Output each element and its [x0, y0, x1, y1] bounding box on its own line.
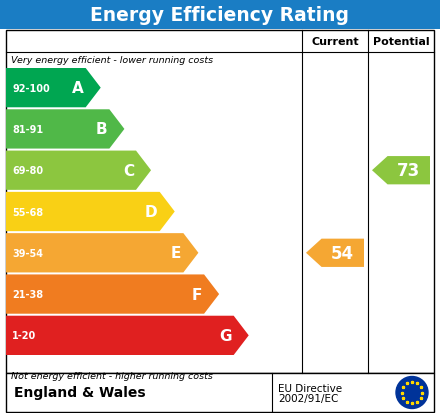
Polygon shape	[6, 110, 125, 149]
Text: Very energy efficient - lower running costs: Very energy efficient - lower running co…	[11, 56, 213, 65]
Polygon shape	[372, 157, 430, 185]
Polygon shape	[306, 239, 364, 267]
Text: A: A	[72, 81, 84, 96]
Text: EU Directive: EU Directive	[278, 384, 342, 394]
Text: C: C	[123, 163, 134, 178]
Text: F: F	[192, 287, 202, 302]
Polygon shape	[6, 316, 249, 355]
Text: 73: 73	[397, 162, 420, 180]
Text: 92-100: 92-100	[12, 83, 50, 93]
Text: Potential: Potential	[373, 37, 429, 47]
Text: 1-20: 1-20	[12, 330, 36, 341]
Text: 54: 54	[331, 244, 354, 262]
Text: 39-54: 39-54	[12, 248, 43, 258]
Polygon shape	[6, 69, 101, 108]
Text: B: B	[96, 122, 107, 137]
Text: 2002/91/EC: 2002/91/EC	[278, 394, 338, 404]
Text: 81-91: 81-91	[12, 125, 43, 135]
Bar	[6, 373, 434, 412]
Text: G: G	[219, 328, 232, 343]
Text: Energy Efficiency Rating: Energy Efficiency Rating	[91, 5, 349, 24]
Polygon shape	[6, 234, 198, 273]
Text: 21-38: 21-38	[12, 290, 43, 299]
Text: E: E	[171, 246, 181, 261]
Circle shape	[396, 377, 428, 408]
Text: England & Wales: England & Wales	[14, 386, 146, 399]
Text: D: D	[145, 204, 158, 219]
Polygon shape	[6, 151, 151, 190]
Text: Not energy efficient - higher running costs: Not energy efficient - higher running co…	[11, 371, 213, 380]
Text: Current: Current	[311, 37, 359, 47]
Polygon shape	[6, 275, 219, 314]
Bar	[6, 31, 434, 373]
Polygon shape	[6, 192, 175, 232]
Text: 55-68: 55-68	[12, 207, 43, 217]
Text: 69-80: 69-80	[12, 166, 43, 176]
Bar	[0, 0, 440, 30]
